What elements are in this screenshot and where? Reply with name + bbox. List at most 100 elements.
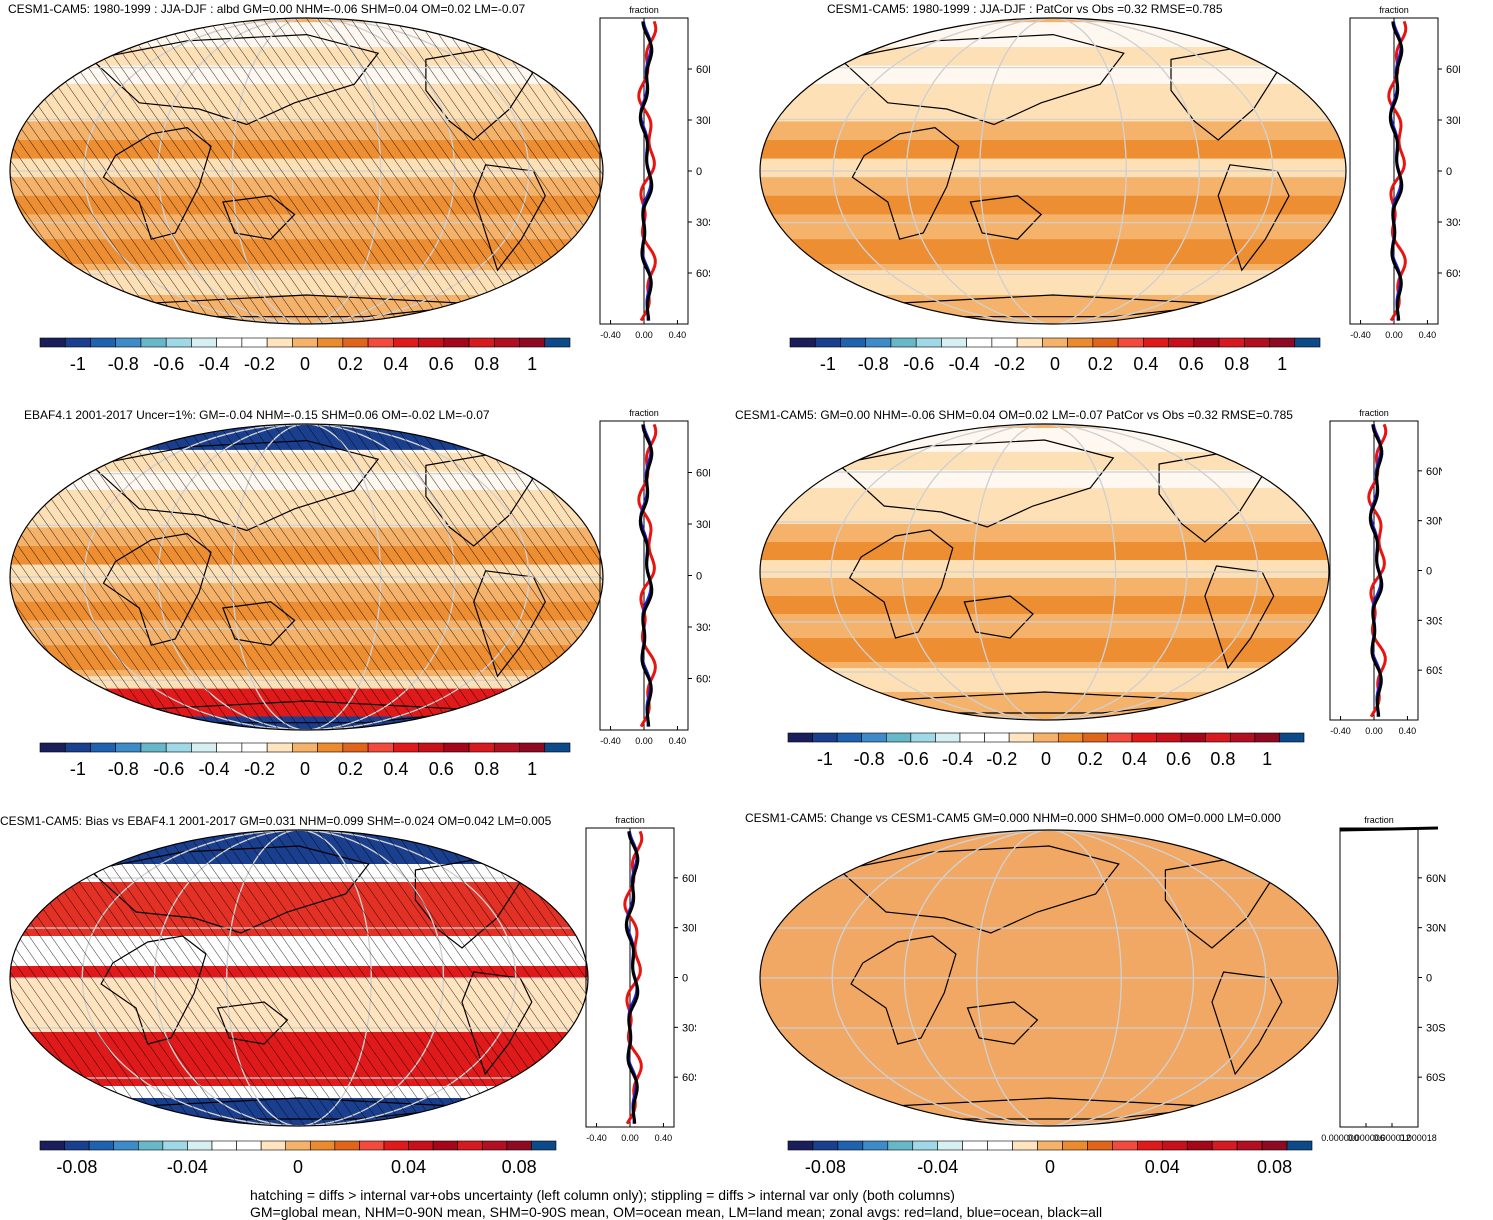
colorbar-swatch xyxy=(912,1140,939,1151)
profile-ytick: 60N xyxy=(1446,64,1460,76)
colorbar-swatch xyxy=(39,337,66,348)
colorbar-swatch xyxy=(64,1140,90,1151)
colorbar-tick-label: -0.4 xyxy=(949,354,980,374)
colorbar-swatch xyxy=(1037,1140,1063,1151)
colorbar-swatch xyxy=(984,732,1010,743)
panel-4-zonal-profile: fraction 60N 30N 0 30S 60S -0.40 0.00 0.40 xyxy=(1329,408,1442,736)
colorbar-tick-label: -0.6 xyxy=(153,354,184,374)
colorbar-tick-label: -0.6 xyxy=(898,749,929,769)
colorbar-tick-label: 0.4 xyxy=(1122,749,1147,769)
colorbar-tick-label: 1 xyxy=(1262,749,1272,769)
colorbar-swatch xyxy=(1211,1140,1238,1151)
colorbar-swatch xyxy=(1112,1140,1138,1151)
panel-2-title: CESM1-CAM5: 1980-1999 : JJA-DJF : PatCor… xyxy=(827,2,1223,16)
profile-ytick: 30N xyxy=(1426,923,1446,935)
colorbar-swatch xyxy=(309,1140,336,1151)
colorbar-swatch xyxy=(935,732,961,743)
profile-ytick: 0 xyxy=(696,166,702,178)
colorbar-swatch xyxy=(861,732,887,743)
colorbar-swatch xyxy=(836,732,863,743)
colorbar-tick-label: 0 xyxy=(1041,749,1051,769)
colorbar-tick-label: 0.8 xyxy=(474,759,499,779)
colorbar-swatch xyxy=(1193,337,1220,348)
profile-ytick: 60S xyxy=(682,1072,696,1084)
colorbar-swatch xyxy=(1261,1140,1288,1151)
colorbar-swatch xyxy=(1243,337,1270,348)
colorbar-swatch xyxy=(1168,337,1195,348)
panel-5-zonal-profile: fraction 60N 30N 0 30S 60S -0.40 0.00 0.40 xyxy=(585,815,696,1143)
profile-xtick: -0.40 xyxy=(600,736,621,746)
panel-4-colorbar: -1 -0.8 -0.6 -0.4 -0.2 0 0.2 0.4 0.6 0.8 1 xyxy=(787,732,1305,769)
colorbar-swatch xyxy=(165,742,192,753)
colorbar-swatch xyxy=(1092,337,1119,348)
colorbar-tick-label: -0.04 xyxy=(167,1157,208,1177)
colorbar-swatch xyxy=(383,1140,409,1151)
colorbar-swatch xyxy=(1016,337,1043,348)
map-frame xyxy=(759,829,1339,1127)
colorbar-swatch xyxy=(506,1140,532,1151)
colorbar-swatch xyxy=(1012,1140,1038,1151)
profile-xtick: 0.40 xyxy=(655,1133,673,1143)
colorbar-swatch xyxy=(443,337,470,348)
colorbar-swatch xyxy=(1180,732,1207,743)
profile-ytick: 60N xyxy=(682,873,696,885)
map-frame xyxy=(9,423,604,731)
profile-ytick: 60S xyxy=(1426,665,1442,677)
colorbar-swatch xyxy=(393,337,419,348)
map-frame xyxy=(759,17,1347,325)
profile-frame xyxy=(1339,827,1419,1128)
profile-ytick: 60S xyxy=(696,674,710,686)
colorbar-swatch xyxy=(216,337,243,348)
hatching-overlay xyxy=(10,18,603,324)
profile-ytick: 0 xyxy=(1446,166,1452,178)
panel-2-colorbar: -1 -0.8 -0.6 -0.4 -0.2 0 0.2 0.4 0.6 0.8 1 xyxy=(789,337,1321,374)
colorbar-tick-label: 0.08 xyxy=(1257,1157,1292,1177)
panel-6-colorbar: -0.08 -0.04 0 0.04 0.08 xyxy=(787,1140,1313,1177)
colorbar-tick-label: -0.2 xyxy=(244,354,275,374)
colorbar-tick-label: 0 xyxy=(1050,354,1060,374)
colorbar-swatch xyxy=(1042,337,1068,348)
colorbar-swatch xyxy=(1082,732,1108,743)
colorbar-swatch xyxy=(260,1140,287,1151)
colorbar-tick-label: 0.2 xyxy=(338,759,363,779)
panel-4-title: CESM1-CAM5: GM=0.00 NHM=-0.06 SHM=0.04 O… xyxy=(735,408,1293,422)
panel-6-zonal-profile: fraction60N30N030S60S0.0000000.0000060.0… xyxy=(1321,815,1446,1143)
profile-xtick: -0.40 xyxy=(1350,330,1371,340)
colorbar-swatch xyxy=(814,337,841,348)
colorbar-tick-label: 0.6 xyxy=(429,354,454,374)
colorbar-swatch xyxy=(187,1140,213,1151)
coastline-1 xyxy=(838,845,1120,934)
profile-ytick: 60S xyxy=(1426,1072,1446,1084)
profile-line-all xyxy=(1388,21,1404,321)
profile-xlabel: fraction xyxy=(629,408,659,418)
map-frame xyxy=(759,423,1330,721)
profile-xtick: 0.00 xyxy=(1365,726,1383,736)
colorbar-swatch xyxy=(64,742,91,753)
profile-ytick: 30S xyxy=(1446,217,1460,229)
profile-ytick: 30N xyxy=(1426,516,1442,528)
colorbar-swatch xyxy=(493,742,520,753)
colorbar-tick-label: 0 xyxy=(300,354,310,374)
colorbar-tick-label: -0.08 xyxy=(56,1157,97,1177)
colorbar-swatch xyxy=(90,742,117,753)
colorbar-tick-label: 1 xyxy=(527,759,537,779)
colorbar-swatch xyxy=(418,742,445,753)
colorbar-swatch xyxy=(1161,1140,1188,1151)
colorbar-swatch xyxy=(191,742,217,753)
colorbar-swatch xyxy=(457,1140,483,1151)
colorbar-swatch xyxy=(1107,732,1133,743)
profile-ytick: 0 xyxy=(1426,566,1432,578)
colorbar-tick-label: 0.08 xyxy=(502,1157,537,1177)
colorbar-swatch xyxy=(1294,337,1321,348)
colorbar-swatch xyxy=(890,337,917,348)
colorbar-swatch xyxy=(862,1140,889,1151)
colorbar-swatch xyxy=(1131,732,1157,743)
colorbar-swatch xyxy=(292,337,318,348)
colorbar-swatch xyxy=(432,1140,459,1151)
footer-line-2: GM=global mean, NHM=0-90N mean, SHM=0-90… xyxy=(250,1204,1103,1220)
colorbar-swatch xyxy=(937,1140,963,1151)
profile-ytick: 60S xyxy=(696,268,710,280)
colorbar-swatch xyxy=(266,337,293,348)
colorbar-swatch xyxy=(241,337,268,348)
colorbar-tick-label: -0.2 xyxy=(244,759,275,779)
